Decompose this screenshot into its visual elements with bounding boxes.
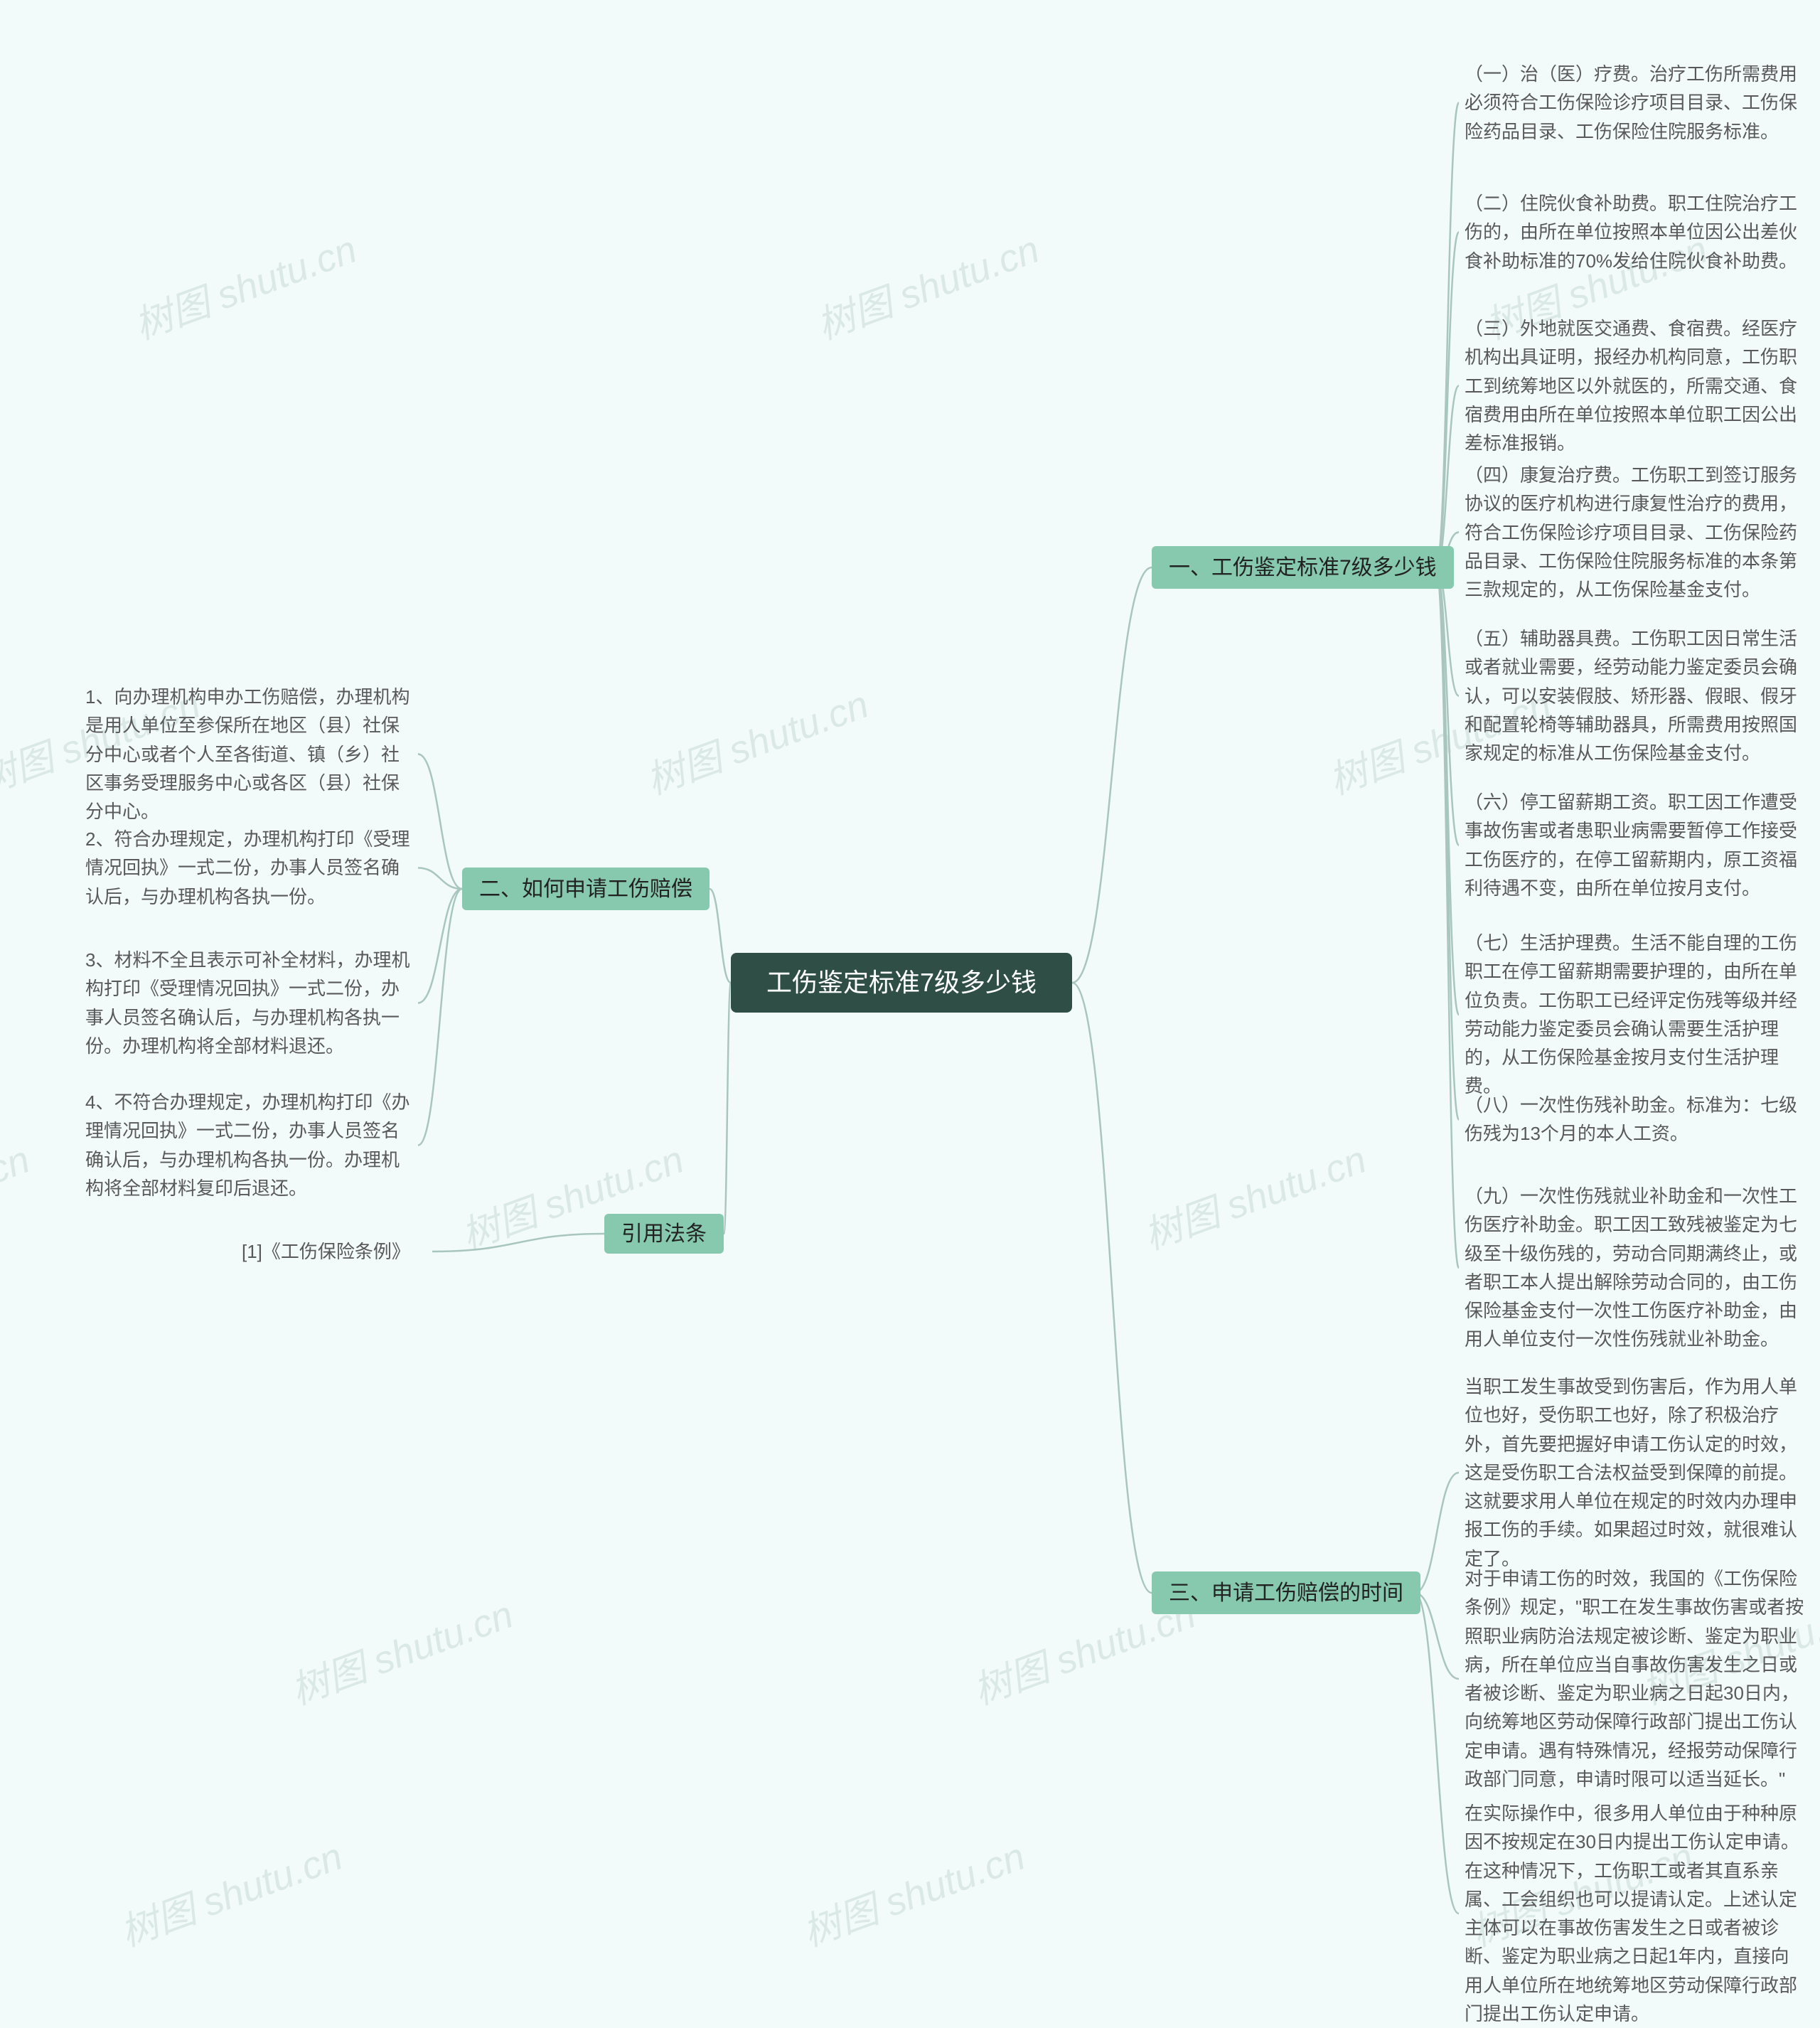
leaf-text: （五）辅助器具费。工伤职工因日常生活或者就业需要，经劳动能力鉴定委员会确认，可以… (1465, 624, 1806, 767)
leaf-text: （四）康复治疗费。工伤职工到签订服务协议的医疗机构进行康复性治疗的费用，符合工伤… (1465, 461, 1806, 604)
leaf-text: 在实际操作中，很多用人单位由于种种原因不按规定在30日内提出工伤认定申请。在这种… (1465, 1799, 1806, 2028)
watermark: 树图 shutu.cn (1135, 1128, 1372, 1260)
leaf-text: （一）治（医）疗费。治疗工伤所需费用必须符合工伤保险诊疗项目目录、工伤保险药品目… (1465, 60, 1806, 146)
watermark: 树图 shutu.cn (282, 1583, 519, 1715)
leaf-text: 1、向办理机构申办工伤赔偿，办理机构是用人单位至参保所在地区（县）社保分中心或者… (85, 683, 412, 826)
watermark: 树图 shutu.cn (793, 1825, 1031, 1957)
leaf-text: 3、材料不全且表示可补全材料，办理机构打印《受理情况回执》一式二份，办事人员签名… (85, 946, 412, 1060)
watermark: 树图 shutu.cn (0, 1128, 36, 1260)
mindmap-canvas: 树图 shutu.cn 树图 shutu.cn 树图 shutu.cn 树图 shut… (0, 0, 1820, 1974)
watermark: 树图 shutu.cn (125, 218, 363, 350)
branch-node[interactable]: 三、申请工伤赔偿的时间 (1152, 1571, 1420, 1614)
root-node[interactable]: 工伤鉴定标准7级多少钱 (731, 953, 1072, 1013)
branch-node[interactable]: 一、工伤鉴定标准7级多少钱 (1152, 546, 1454, 589)
leaf-text: （六）停工留薪期工资。职工因工作遭受事故伤害或者患职业病需要暂停工作接受工伤医疗… (1465, 788, 1806, 902)
leaf-text: （八）一次性伤残补助金。标准为：七级伤残为13个月的本人工资。 (1465, 1091, 1806, 1148)
watermark: 树图 shutu.cn (111, 1825, 348, 1957)
leaf-text: [1]《工伤保险条例》 (242, 1237, 427, 1266)
branch-node[interactable]: 二、如何申请工伤赔偿 (462, 868, 710, 910)
leaf-text: （七）生活护理费。生活不能自理的工伤职工在停工留薪期需要护理的，由所在单位负责。… (1465, 929, 1806, 1101)
watermark: 树图 shutu.cn (637, 673, 874, 805)
leaf-text: （二）住院伙食补助费。职工住院治疗工伤的，由所在单位按照本单位因公出差伙食补助标… (1465, 189, 1806, 275)
watermark: 树图 shutu.cn (808, 218, 1045, 350)
leaf-text: 4、不符合办理规定，办理机构打印《办理情况回执》一式二份，办事人员签名确认后，与… (85, 1088, 412, 1202)
leaf-text: 2、符合办理规定，办理机构打印《受理情况回执》一式二份，办事人员签名确认后，与办… (85, 825, 412, 911)
leaf-text: 对于申请工伤的时效，我国的《工伤保险条例》规定，"职工在发生事故伤害或者按照职业… (1465, 1564, 1806, 1793)
leaf-text: （九）一次性伤残就业补助金和一次性工伤医疗补助金。职工因工致残被鉴定为七级至十级… (1465, 1182, 1806, 1354)
branch-node[interactable]: 引用法条 (604, 1214, 724, 1254)
leaf-text: 当职工发生事故受到伤害后，作为用人单位也好，受伤职工也好，除了积极治疗外，首先要… (1465, 1372, 1806, 1573)
leaf-text: （三）外地就医交通费、食宿费。经医疗机构出具证明，报经办机构同意，工伤职工到统筹… (1465, 314, 1806, 457)
